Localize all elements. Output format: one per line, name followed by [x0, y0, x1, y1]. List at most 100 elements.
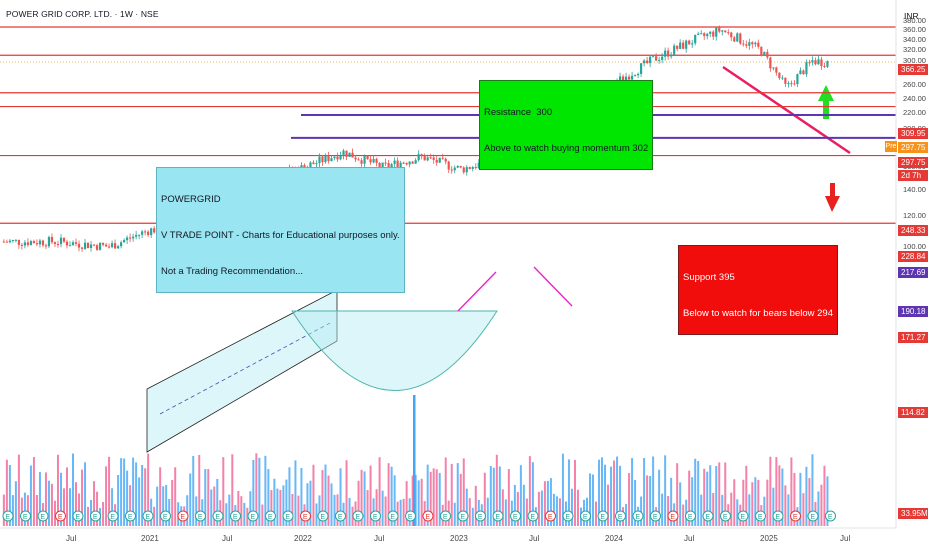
candle-body — [769, 57, 772, 69]
candle-body — [621, 76, 625, 81]
volume-bar — [255, 453, 258, 526]
volume-bar — [513, 484, 516, 526]
earnings-marker — [545, 510, 556, 522]
earnings-marker — [790, 510, 801, 522]
candle-body — [65, 241, 69, 246]
candle-body — [474, 167, 477, 169]
earnings-marker — [300, 510, 311, 522]
candle-body — [375, 158, 378, 164]
disclaimer-note[interactable]: POWERGRID V TRADE POINT - Charts for Edu… — [156, 167, 405, 293]
earnings-marker — [230, 510, 241, 522]
earnings-marker — [597, 510, 609, 522]
earnings-marker-label: E — [828, 514, 833, 521]
volume-bar — [96, 491, 99, 526]
volume-bar — [47, 480, 50, 526]
support-note[interactable]: Support 395 Below to watch for bears bel… — [678, 245, 838, 335]
candle-body — [435, 159, 438, 163]
volume-bar — [126, 470, 129, 526]
candle-body — [673, 45, 676, 55]
candle-body — [766, 51, 769, 58]
volume-bar — [631, 458, 634, 526]
earnings-marker-label: E — [530, 514, 535, 521]
earnings-marker — [90, 510, 101, 522]
volume-bar — [29, 465, 32, 526]
candle-body — [730, 32, 733, 38]
candle-body — [110, 243, 114, 248]
volume-bar — [264, 455, 267, 526]
volume-bar — [75, 482, 78, 526]
x-tick-label: Jul — [684, 534, 695, 543]
volume-bar — [555, 496, 558, 526]
candle-body — [378, 163, 381, 168]
candle-body — [357, 159, 360, 161]
volume-bar — [297, 495, 300, 526]
candle-body — [351, 152, 354, 158]
note-line-3: Not a Trading Recommendation... — [161, 266, 304, 277]
earnings-marker — [510, 510, 521, 522]
earnings-marker-label: E — [548, 514, 553, 521]
volume-bar — [159, 467, 162, 526]
volume-bar — [165, 485, 168, 526]
candle-body — [2, 241, 5, 243]
candle-body — [685, 40, 688, 49]
candle-body — [414, 160, 417, 164]
candle-body — [712, 31, 715, 37]
volume-bar — [435, 469, 438, 526]
volume-bar — [595, 501, 598, 526]
earnings-marker — [615, 510, 626, 522]
volume-bar — [102, 502, 105, 526]
earnings-marker-label: E — [23, 514, 28, 521]
candle-body — [691, 43, 694, 45]
volume-bar — [790, 457, 793, 526]
volume-bar — [267, 469, 270, 526]
volume-bar — [23, 492, 26, 526]
volume-bar — [598, 459, 601, 526]
price-level-tag: 190.18 — [898, 306, 928, 317]
price-level-tag: 2d 7h — [898, 170, 928, 181]
volume-bar — [420, 478, 423, 526]
candle-body — [132, 236, 135, 239]
currency-label[interactable]: INR — [904, 11, 919, 21]
candle-body — [339, 155, 342, 160]
volume-bar — [769, 456, 772, 526]
volume-bar — [375, 489, 378, 526]
volume-bar — [84, 462, 87, 526]
volume-bar — [486, 497, 489, 526]
earnings-marker-label: E — [793, 514, 798, 521]
volume-bar — [634, 479, 637, 526]
volume-bar — [153, 506, 156, 526]
earnings-marker — [457, 510, 469, 522]
earnings-marker — [160, 510, 171, 522]
earnings-marker-label: E — [110, 514, 115, 521]
volume-bar — [141, 464, 144, 526]
candle-body — [35, 243, 39, 245]
volume-bar — [778, 465, 781, 526]
candle-body — [354, 157, 357, 160]
volume-bar — [81, 469, 84, 526]
volume-bar — [318, 495, 321, 526]
volume-bar — [730, 492, 733, 526]
candle-body — [59, 237, 63, 245]
resistance-note[interactable]: Resistance 300 Above to watch buying mom… — [479, 80, 654, 170]
candle-body — [20, 244, 24, 246]
volume-bar — [805, 466, 808, 526]
price-level-tag: 33.95M — [898, 508, 928, 519]
candle-body — [748, 42, 751, 46]
earnings-marker — [720, 510, 731, 522]
volume-bar — [772, 487, 775, 526]
note-line-1: POWERGRID — [161, 194, 221, 205]
volume-bar — [763, 496, 766, 526]
earnings-marker-label: E — [268, 514, 273, 521]
earnings-marker — [282, 510, 294, 522]
y-tick-label: 300.00 — [903, 55, 926, 65]
volume-bars — [2, 395, 829, 526]
chart-title[interactable]: POWER GRID CORP. LTD. · 1W · NSE — [6, 9, 159, 19]
candle-body — [101, 242, 105, 245]
y-tick-label: 340.00 — [903, 34, 926, 44]
volume-bar — [676, 463, 679, 526]
earnings-marker — [807, 510, 819, 522]
candle-body — [402, 162, 405, 164]
candle-body — [456, 165, 459, 168]
price-level-tag: 248.33 — [898, 225, 928, 236]
